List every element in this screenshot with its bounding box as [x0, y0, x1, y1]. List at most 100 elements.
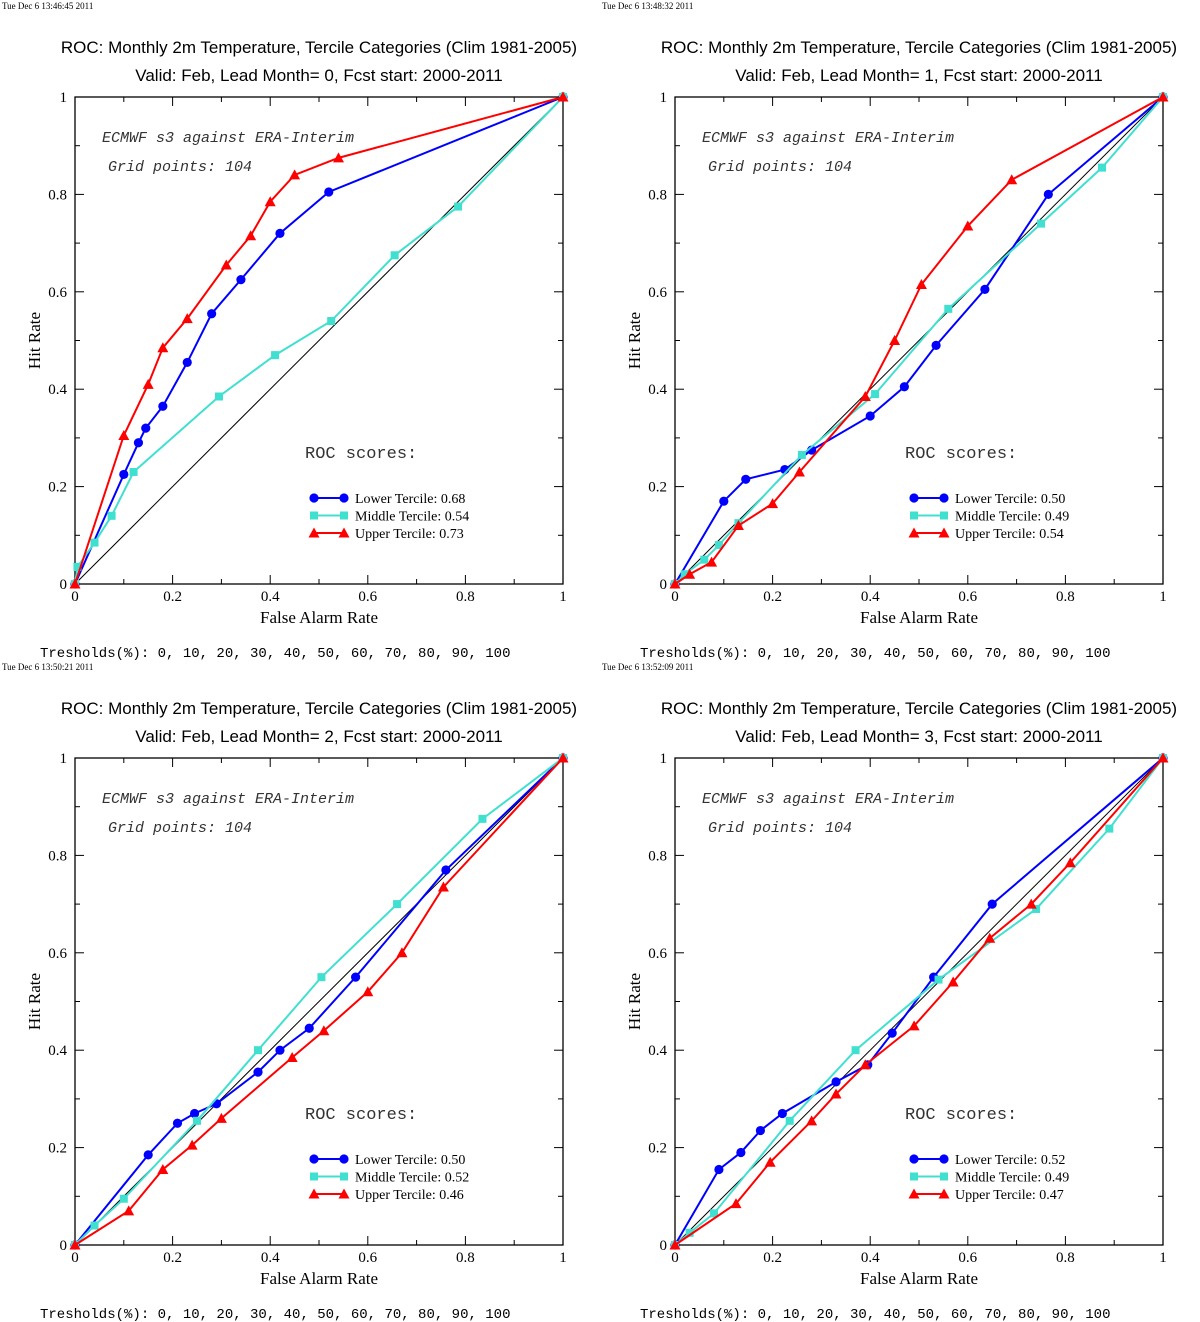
data-point	[685, 1228, 694, 1237]
legend-label: Upper Tercile: 0.54	[955, 527, 1064, 542]
data-point	[706, 556, 718, 567]
legend-title: ROC scores:	[905, 1106, 1017, 1125]
chart-subtitle: Valid: Feb, Lead Month= 2, Fcst start: 2…	[135, 727, 502, 746]
x-tick-label: 0.8	[1056, 589, 1075, 605]
data-point	[871, 390, 880, 399]
data-point	[289, 169, 301, 180]
data-point	[215, 1112, 227, 1123]
y-tick-label: 0.4	[648, 1043, 667, 1059]
data-point	[245, 230, 257, 241]
data-point	[142, 378, 154, 389]
data-point	[944, 304, 953, 313]
data-point	[304, 1023, 314, 1033]
x-axis-label: False Alarm Rate	[260, 608, 378, 627]
x-tick-label: 0.4	[861, 1250, 880, 1266]
data-point	[186, 1139, 198, 1150]
x-tick-label: 0.2	[763, 589, 782, 605]
data-point	[984, 932, 996, 943]
series-triangle	[669, 91, 1169, 589]
y-tick-label: 0.6	[648, 946, 667, 962]
data-point	[887, 1028, 897, 1038]
y-tick-label: 0.6	[48, 285, 67, 301]
series-triangle	[669, 752, 1169, 1250]
data-point	[557, 91, 569, 102]
legend-marker	[309, 493, 319, 503]
data-point	[396, 947, 408, 958]
data-point	[865, 411, 875, 421]
data-point	[732, 520, 744, 531]
y-tick-label: 0	[660, 577, 668, 593]
data-point	[755, 1125, 765, 1136]
no-skill-diagonal	[674, 757, 1164, 1246]
source-annotation: ECMWF s3 against ERA-Interim	[702, 791, 954, 808]
legend-marker	[338, 1188, 350, 1199]
y-tick-label: 0.6	[48, 946, 67, 962]
data-point	[437, 881, 449, 892]
y-axis-label: Hit Rate	[625, 312, 644, 369]
data-point	[253, 1067, 263, 1077]
timestamp: Tue Dec 6 13:50:21 2011	[2, 662, 93, 672]
legend-label: Middle Tercile: 0.49	[955, 510, 1069, 525]
data-point	[730, 1198, 742, 1209]
y-tick-label: 0	[660, 1238, 668, 1254]
data-point	[980, 284, 990, 294]
legend-marker	[910, 1172, 918, 1181]
x-tick-label: 0.6	[358, 589, 377, 605]
series-circle	[670, 92, 1168, 589]
data-point	[324, 187, 334, 197]
data-point	[680, 570, 689, 579]
data-point	[157, 1164, 169, 1175]
data-point	[119, 1194, 128, 1203]
data-point	[962, 220, 974, 231]
gridpoints-annotation: Grid points: 104	[108, 820, 252, 837]
y-axis-label: Hit Rate	[25, 312, 44, 369]
legend-label: Upper Tercile: 0.47	[955, 1188, 1064, 1203]
legend-label: Lower Tercile: 0.50	[955, 492, 1065, 507]
no-skill-diagonal	[74, 96, 564, 585]
x-tick-label: 1	[1159, 589, 1167, 605]
legend-title: ROC scores:	[905, 445, 1017, 464]
data-point	[318, 1025, 330, 1036]
legend-marker	[339, 1154, 349, 1164]
legend-marker	[308, 1188, 320, 1199]
thresholds-note: Tresholds(%): 0, 10, 20, 30, 40, 50, 60,…	[40, 646, 510, 662]
data-point	[362, 986, 374, 997]
x-tick-label: 1	[559, 589, 567, 605]
x-axis-label: False Alarm Rate	[860, 608, 978, 627]
thresholds-note: Tresholds(%): 0, 10, 20, 30, 40, 50, 60,…	[640, 1307, 1110, 1322]
y-tick-label: 0.4	[48, 382, 67, 398]
data-point	[158, 401, 168, 411]
y-tick-label: 1	[60, 751, 68, 767]
timestamp: Tue Dec 6 13:48:32 2011	[602, 1, 693, 11]
chart-title: ROC: Monthly 2m Temperature, Tercile Cat…	[661, 699, 1177, 718]
data-point	[129, 467, 138, 476]
data-point	[851, 1046, 860, 1055]
x-tick-label: 0.6	[958, 1250, 977, 1266]
data-point	[1025, 898, 1037, 909]
x-tick-label: 1	[559, 1250, 567, 1266]
chart-subtitle: Valid: Feb, Lead Month= 1, Fcst start: 2…	[735, 66, 1102, 85]
data-point	[327, 317, 336, 326]
data-point	[915, 278, 927, 289]
series-line	[674, 757, 1164, 1246]
y-tick-label: 0.2	[48, 480, 67, 496]
x-tick-label: 0.2	[763, 1250, 782, 1266]
data-point	[859, 1059, 871, 1070]
data-point	[700, 555, 709, 564]
data-point	[107, 511, 116, 520]
source-annotation: ECMWF s3 against ERA-Interim	[102, 130, 354, 147]
legend-marker	[908, 527, 920, 538]
data-point	[157, 342, 169, 353]
data-point	[133, 438, 144, 448]
y-axis-label: Hit Rate	[625, 973, 644, 1030]
data-point	[454, 202, 463, 211]
legend-marker	[340, 511, 348, 520]
x-tick-label: 1	[1159, 1250, 1167, 1266]
roc-panel-2: Tue Dec 6 13:48:32 2011 Tresholds(%): 0, …	[602, 1, 1177, 662]
x-tick-label: 0	[671, 589, 679, 605]
legend-marker	[910, 511, 918, 520]
data-point	[793, 466, 805, 477]
data-point	[69, 578, 81, 589]
data-point	[189, 1108, 200, 1119]
